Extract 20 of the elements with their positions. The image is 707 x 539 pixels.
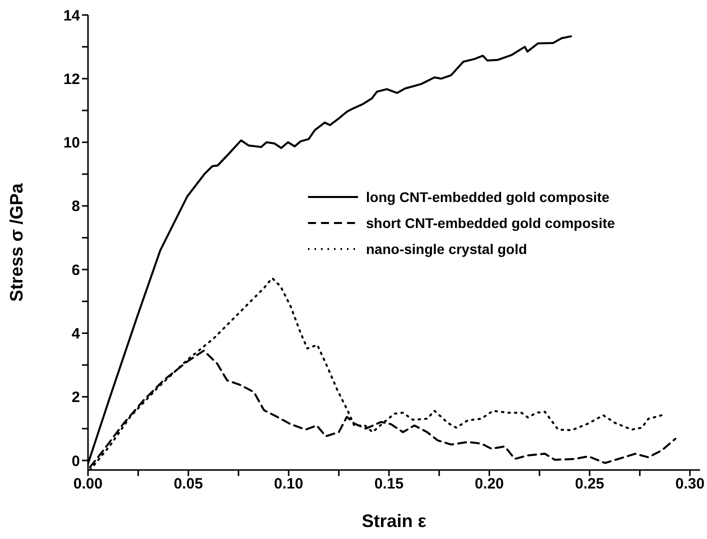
- y-tick-label: 12: [63, 70, 80, 88]
- y-tick-label: 2: [72, 389, 80, 406]
- y-tick-label: 0: [72, 452, 80, 470]
- x-tick-label: 0.05: [174, 476, 203, 493]
- y-tick-label: 6: [72, 262, 80, 279]
- legend-label: nano-single crystal gold: [366, 241, 528, 257]
- x-tick-label: 0.00: [73, 476, 103, 493]
- y-tick-label: 4: [72, 326, 81, 343]
- y-tick-label: 14: [63, 7, 81, 24]
- y-axis-title: Stress σ /GPa: [6, 182, 26, 302]
- x-tick-label: 0.20: [474, 476, 504, 493]
- y-tick-label: 10: [63, 134, 80, 152]
- x-axis-title: Strain ε: [362, 511, 427, 531]
- x-tick-label: 0.30: [675, 476, 705, 493]
- legend-label: long CNT-embedded gold composite: [366, 189, 610, 205]
- x-tick-label: 0.15: [374, 476, 404, 493]
- legend-label: short CNT-embedded gold composite: [366, 215, 615, 231]
- x-tick-label: 0.25: [575, 476, 604, 493]
- y-tick-label: 8: [72, 198, 80, 216]
- x-tick-label: 0.10: [274, 476, 304, 493]
